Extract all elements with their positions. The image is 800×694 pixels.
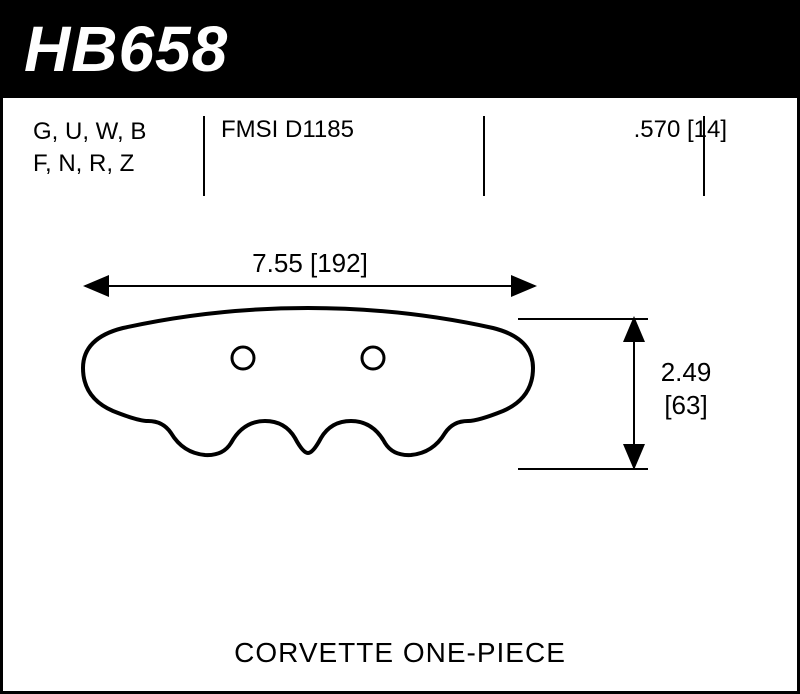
compounds-column: G, U, W, B F, N, R, Z [33,116,203,181]
arrow-up-icon [623,316,645,342]
separator-line-3 [703,116,705,196]
product-name-label: CORVETTE ONE-PIECE [3,637,797,669]
height-dimension-line [633,318,635,468]
width-dimension-label: 7.55 [192] [85,248,535,279]
part-number-title: HB658 [24,12,776,86]
compounds-line2: F, N, R, Z [33,148,203,180]
separator-line-1 [203,116,205,196]
height-value-in: 2.49 [651,356,721,389]
separator-line-2 [483,116,485,196]
arrow-right-icon [511,275,537,297]
thickness-column: .570 [14] [463,116,767,181]
pad-outline-path [83,308,533,455]
diagram-area: 7.55 [192] 2.49 [63] [3,248,797,608]
mounting-hole-left [232,347,254,369]
height-value-mm: [63] [651,389,721,422]
arrow-down-icon [623,444,645,470]
height-dimension-label: 2.49 [63] [651,356,721,421]
mounting-hole-right [362,347,384,369]
diagram-frame: G, U, W, B F, N, R, Z FMSI D1185 .570 [1… [0,98,800,694]
fmsi-code: FMSI D1185 [221,116,354,143]
arrow-left-icon [83,275,109,297]
height-dimension: 2.49 [63] [573,318,743,478]
thickness-value: .570 [14] [634,116,727,143]
compounds-line1: G, U, W, B [33,116,203,148]
spec-row: G, U, W, B F, N, R, Z FMSI D1185 .570 [1… [3,98,797,181]
fmsi-column: FMSI D1185 [203,116,463,181]
brake-pad-outline [73,303,543,473]
header-bar: HB658 [0,0,800,98]
width-dimension: 7.55 [192] [85,248,535,287]
width-dimension-line [85,285,535,287]
